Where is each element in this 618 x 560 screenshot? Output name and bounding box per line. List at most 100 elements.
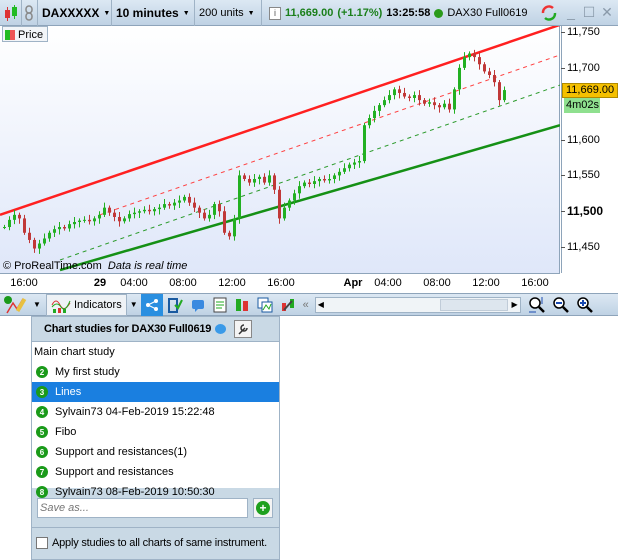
candle — [433, 102, 436, 106]
candle — [178, 200, 181, 203]
instrument-name: DAX30 Full0619 — [447, 7, 528, 19]
price-axis[interactable]: 11,669.00 4m02s 11,750 11,700 11,600 11,550… — [561, 26, 618, 293]
time-tick-label: 16:00 — [521, 277, 549, 289]
candle — [158, 207, 161, 210]
study-item[interactable]: 8 Sylvain73 08-Feb-2019 10:50:30 — [32, 482, 279, 502]
candle — [253, 178, 256, 183]
compare-icon[interactable] — [253, 294, 277, 316]
wrench-button[interactable] — [234, 320, 253, 338]
candle — [318, 178, 321, 182]
link-icon[interactable] — [22, 0, 38, 26]
drawing-tools-icon[interactable] — [163, 294, 187, 316]
plus-icon: + — [256, 500, 270, 515]
price-legend[interactable]: Price — [2, 26, 49, 42]
candle — [358, 161, 361, 163]
candle — [103, 207, 106, 215]
time-tick-label: 29 — [93, 277, 107, 289]
bars-icon[interactable] — [231, 294, 253, 316]
candle — [118, 216, 121, 222]
candle — [233, 218, 236, 237]
apply-all-row[interactable]: Apply studies to all charts of same inst… — [32, 528, 279, 558]
candlestick-icon[interactable] — [0, 0, 22, 26]
study-item[interactable]: 4 Sylvain73 04-Feb-2019 15:22:48 — [32, 402, 279, 422]
candle — [3, 227, 6, 229]
candle — [323, 178, 326, 181]
settings-wrench-icon[interactable] — [277, 294, 299, 316]
study-item[interactable]: 7 Support and resistances — [32, 462, 279, 482]
study-item[interactable]: 6 Support and resistances(1) — [32, 442, 279, 462]
scroll-left-icon[interactable]: ◀ — [317, 299, 324, 309]
panel-title: Chart studies for DAX30 Full0619 — [44, 323, 212, 335]
clock-time: 13:25:58 — [386, 7, 431, 19]
scroll-right-icon[interactable]: ▶ — [511, 299, 518, 309]
candle — [148, 209, 151, 212]
candle — [78, 220, 81, 223]
candle — [408, 96, 411, 98]
help-bubble-icon[interactable] — [215, 324, 227, 334]
green-lower-line — [59, 124, 560, 272]
candle — [258, 176, 261, 179]
save-as-input[interactable] — [37, 497, 248, 518]
candle — [443, 103, 446, 108]
indicators-dropdown[interactable]: ▼ — [129, 300, 138, 309]
price-tick — [561, 139, 565, 141]
price-legend-label: Price — [18, 28, 44, 41]
share-icon[interactable] — [140, 293, 163, 316]
report-icon[interactable] — [209, 294, 231, 316]
candle — [298, 186, 301, 194]
study-number-badge: 2 — [36, 366, 48, 378]
studies-pencil-icon[interactable] — [0, 294, 30, 316]
studies-list: Main chart study 2 My first study 3 Lines 4 S… — [32, 342, 279, 498]
study-item[interactable]: 5 Fibo — [32, 422, 279, 442]
study-number-badge: 3 — [36, 386, 48, 398]
zoom-in-icon[interactable] — [573, 294, 597, 316]
study-label: Sylvain73 04-Feb-2019 15:22:48 — [55, 406, 215, 418]
minimize-icon[interactable]: _ — [567, 4, 575, 20]
study-label: My first study — [55, 366, 120, 378]
apply-all-checkbox[interactable] — [36, 537, 48, 549]
candle — [478, 57, 481, 65]
candle — [488, 71, 491, 76]
zoom-out-icon[interactable] — [549, 294, 573, 316]
studies-dropdown[interactable]: ▼ — [33, 300, 41, 309]
study-item[interactable]: 3 Lines — [32, 382, 279, 402]
candle — [143, 209, 146, 212]
comment-icon[interactable] — [187, 294, 209, 316]
candle — [168, 204, 171, 206]
price-chart[interactable]: Price © ProRealTime.com Data is real tim… — [0, 26, 560, 273]
study-item[interactable]: 2 My first study — [32, 362, 279, 382]
candle — [273, 175, 276, 190]
chart-scrollbar[interactable]: ◀ ▶ — [314, 296, 521, 313]
zoom-fit-icon[interactable] — [525, 294, 549, 316]
study-label: Lines — [55, 386, 82, 398]
candle — [188, 196, 191, 203]
scroll-start-icon[interactable]: « — [302, 298, 309, 311]
timeframe-dropdown[interactable]: 10 minutes ▼ — [112, 0, 195, 26]
candle — [28, 232, 31, 240]
time-axis[interactable]: 16:00 29 04:00 08:00 12:00 16:00 Apr 04:00 08:00… — [0, 273, 560, 293]
candle — [23, 218, 26, 233]
candle — [343, 168, 346, 172]
candle — [38, 243, 41, 249]
indicators-button[interactable]: Indicators — [46, 293, 127, 316]
main-chart-study[interactable]: Main chart study — [32, 342, 279, 362]
scrollbar-thumb[interactable] — [439, 298, 508, 311]
refresh-icon[interactable] — [540, 4, 558, 25]
info-icon[interactable]: i — [269, 6, 281, 20]
study-label: Sylvain73 08-Feb-2019 10:50:30 — [55, 486, 215, 498]
candle — [238, 175, 241, 219]
candle — [123, 218, 126, 222]
time-tick-label: 04:00 — [120, 277, 148, 289]
add-study-button[interactable]: + — [253, 497, 273, 518]
red-upper-line — [0, 26, 560, 217]
candle — [448, 103, 451, 110]
price-change: (+1.17%) — [337, 7, 383, 19]
maximize-icon[interactable]: ☐ — [582, 4, 596, 20]
ticker-dropdown[interactable]: DAXXXXX ▼ — [38, 0, 112, 26]
price-tick-label: 11,700 — [567, 61, 600, 74]
study-number-badge: 5 — [36, 426, 48, 438]
candle — [163, 204, 166, 208]
close-icon[interactable]: ✕ — [601, 4, 613, 20]
units-dropdown[interactable]: 200 units ▼ — [195, 0, 262, 26]
candle — [383, 100, 386, 106]
